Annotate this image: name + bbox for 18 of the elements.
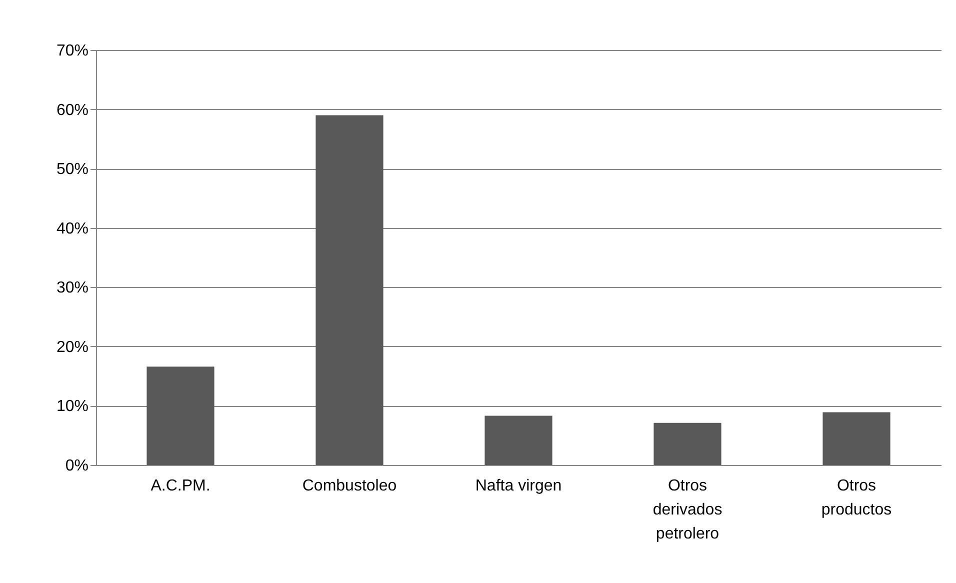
y-tick-label: 20% bbox=[56, 338, 88, 356]
bar bbox=[146, 366, 214, 465]
x-tick-label: Nafta virgen bbox=[475, 478, 562, 494]
bar bbox=[654, 422, 722, 465]
x-tick-label: Combustoleo bbox=[302, 478, 397, 494]
y-tick-label: 0% bbox=[65, 458, 88, 474]
x-tick-label: Otros derivados petrolero bbox=[652, 478, 722, 542]
y-tick-label: 40% bbox=[56, 220, 88, 238]
x-tick-label: A.C.PM. bbox=[150, 478, 210, 494]
y-tick-label: 10% bbox=[56, 398, 88, 416]
y-tick-label: 60% bbox=[56, 102, 88, 119]
y-tick-label: 30% bbox=[56, 280, 88, 297]
x-tick-label: Otros productos bbox=[821, 478, 892, 518]
bar bbox=[316, 115, 384, 465]
y-tick-label: 70% bbox=[56, 42, 88, 60]
bar bbox=[822, 412, 890, 465]
y-tick-label: 50% bbox=[56, 161, 88, 178]
bar bbox=[484, 416, 552, 465]
